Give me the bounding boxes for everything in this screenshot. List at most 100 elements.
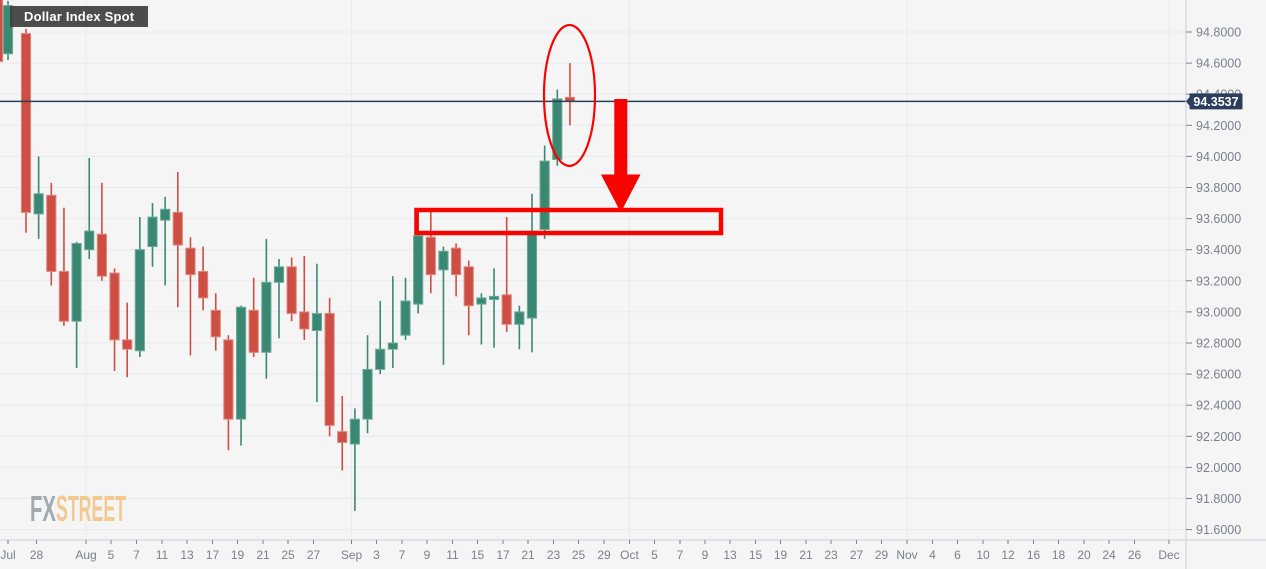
time-tick-label: 5 [651, 548, 658, 562]
candle-body-down [109, 272, 120, 341]
time-tick-label: 7 [399, 548, 406, 562]
candle-body-down [58, 270, 70, 322]
price-tick-label: 92.8000 [1196, 337, 1241, 351]
time-tick-label: 5 [108, 548, 115, 562]
time-tick-label: Jul [0, 548, 15, 562]
candle-body-up [134, 249, 145, 352]
time-tick-label: 3 [373, 548, 380, 562]
candle-body-up [311, 312, 323, 332]
price-tick-label: 93.0000 [1196, 305, 1241, 319]
candle-body-up [71, 242, 82, 322]
time-tick-label: 7 [133, 548, 140, 562]
candle-body-down [20, 33, 32, 213]
price-tick-label: 94.6000 [1196, 57, 1241, 71]
candle-body-down [451, 247, 462, 276]
candle-body-down [185, 247, 196, 276]
time-tick-label: 11 [446, 548, 459, 562]
price-tick-label: 92.4000 [1196, 399, 1241, 413]
candle-body-up [514, 311, 525, 325]
support-zone-rectangle [414, 207, 724, 236]
time-tick-label: 17 [206, 548, 220, 562]
candle-body-down [324, 312, 335, 426]
candle-body-down [210, 309, 221, 338]
price-tick-label: 91.6000 [1196, 523, 1241, 537]
time-tick-label: 18 [1052, 548, 1066, 562]
time-tick-label: 24 [1102, 548, 1116, 562]
candle-body-up [400, 300, 411, 336]
time-tick-label: 4 [929, 548, 936, 562]
current-price-label: 94.3537 [1193, 95, 1238, 109]
time-tick-label: Dec [1158, 548, 1179, 562]
time-tick-label: 16 [1027, 548, 1041, 562]
time-tick-label: Aug [75, 548, 96, 562]
time-tick-label: 13 [723, 548, 737, 562]
time-tick-label: 11 [156, 548, 169, 562]
price-tick-label: 92.2000 [1196, 430, 1241, 444]
price-tick-label: 94.8000 [1196, 26, 1241, 40]
candle-body-down [198, 270, 209, 299]
candle-body-up [438, 250, 449, 271]
candle-body-down [248, 309, 259, 353]
candle-body-down [223, 339, 234, 420]
price-tick-label: 92.6000 [1196, 368, 1241, 382]
candle-body-down [425, 236, 436, 276]
down-arrow [601, 99, 641, 213]
time-tick-label: 21 [256, 548, 270, 562]
time-tick-label: 17 [496, 548, 510, 562]
time-tick-label: 9 [702, 548, 709, 562]
price-tick-label: 94.0000 [1196, 150, 1241, 164]
candle-body-up [526, 230, 538, 319]
time-tick-label: 15 [471, 548, 485, 562]
price-tick-label: 92.0000 [1196, 461, 1241, 475]
time-tick-label: 27 [850, 548, 864, 562]
time-tick-label: 23 [824, 548, 838, 562]
candle-body-down [286, 266, 297, 314]
candle-body-up [235, 306, 247, 420]
time-tick-label: 13 [180, 548, 194, 562]
time-tick-label: 21 [521, 548, 535, 562]
candle-body-down [337, 431, 348, 444]
time-tick-label: 19 [231, 548, 245, 562]
candle-body-down [463, 266, 474, 307]
time-tick-label: Nov [896, 548, 917, 562]
candle-body-up [539, 160, 550, 230]
time-tick-label: 26 [1128, 548, 1142, 562]
candle-body-up [84, 230, 95, 251]
candle-body-down [172, 211, 183, 246]
time-tick-label: 29 [597, 548, 611, 562]
candle-body-up [387, 342, 398, 350]
price-tick-label: 91.8000 [1196, 492, 1241, 506]
price-tick-label: 93.8000 [1196, 181, 1241, 195]
time-tick-label: 21 [799, 548, 813, 562]
time-tick-label: 20 [1077, 548, 1091, 562]
candle-body-up [375, 348, 386, 370]
watermark-fx: FX [30, 488, 56, 529]
time-tick-label: 9 [424, 548, 431, 562]
candle-body-up [261, 281, 272, 353]
time-tick-label: 25 [572, 548, 586, 562]
time-tick-label: 7 [677, 548, 684, 562]
candle-body-down [501, 294, 512, 325]
candle-body-down [122, 339, 133, 350]
candle-body-down [46, 194, 57, 272]
candle-body-down [96, 233, 108, 277]
price-tick-label: 93.4000 [1196, 243, 1241, 257]
symbol-label[interactable]: Dollar Index Spot [10, 6, 149, 27]
price-tick-label: 93.2000 [1196, 274, 1241, 288]
candle-body-up [160, 208, 171, 221]
time-tick-label: Oct [620, 548, 639, 562]
time-tick-label: 25 [281, 548, 295, 562]
candle-body-up [33, 193, 44, 215]
fxstreet-watermark: FXSTREET [30, 488, 126, 529]
price-tick-label: 94.2000 [1196, 119, 1241, 133]
time-tick-label: 10 [976, 548, 990, 562]
price-tick-label: 93.6000 [1196, 212, 1241, 226]
time-tick-label: 29 [875, 548, 889, 562]
candle-body-up [2, 5, 14, 55]
time-tick-label: 27 [307, 548, 321, 562]
candle-body-up [362, 368, 373, 420]
time-tick-label: Sep [341, 548, 363, 562]
